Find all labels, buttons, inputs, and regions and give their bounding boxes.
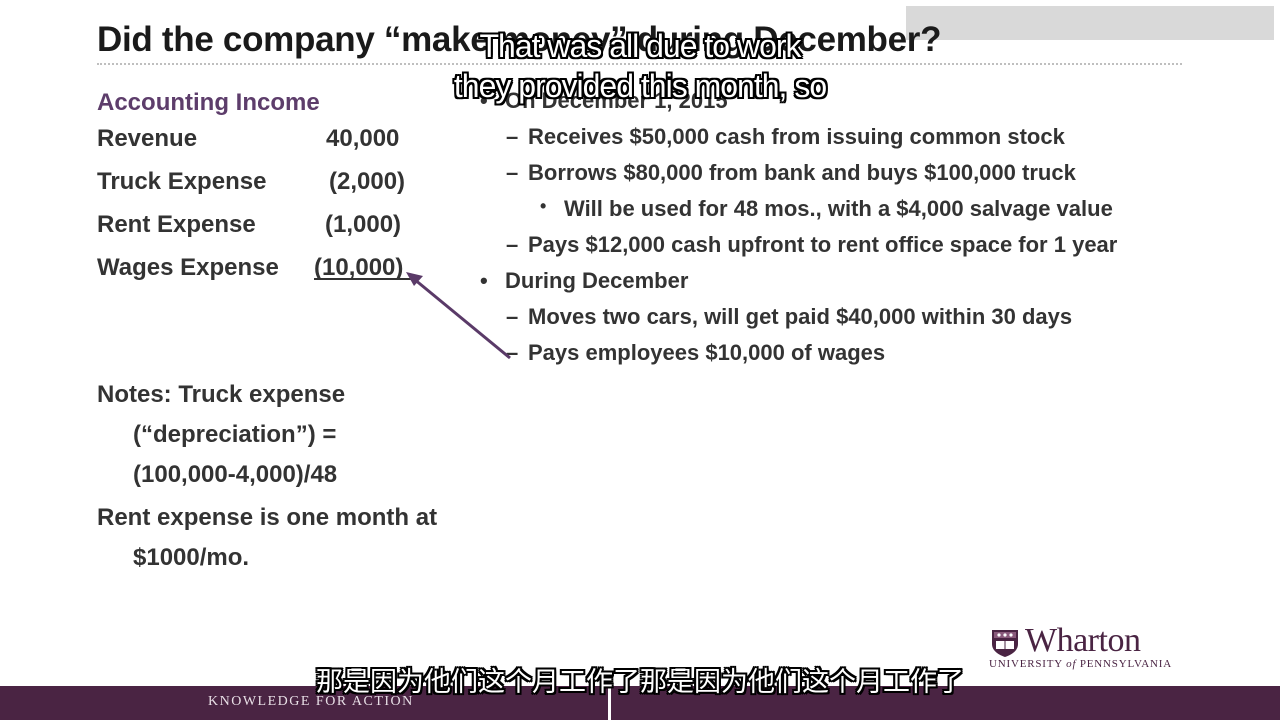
wages-expense-amount: (10,000): [314, 254, 404, 281]
wages-expense-label: Wages Expense: [97, 254, 279, 281]
event-truck: Borrows $80,000 from bank and buys $100,…: [528, 160, 1076, 185]
truck-expense-label: Truck Expense: [97, 168, 267, 195]
truck-expense-amount: (2,000): [329, 168, 406, 195]
title-divider: [97, 63, 1182, 65]
sub-bullet-dot: •: [540, 196, 547, 216]
event-dec-1: On December 1, 2015: [505, 88, 728, 113]
slide-title: Did the company “make money” during Dece…: [97, 20, 942, 59]
rent-expense-amount: (1,000): [325, 211, 402, 238]
event-salvage: Will be used for 48 mos., with a $4,000 …: [564, 196, 1113, 221]
dash-4: –: [506, 304, 519, 329]
rent-expense-label: Rent Expense: [97, 211, 256, 238]
notes-line-1: Notes: Truck expense: [97, 381, 346, 408]
dash-3: –: [506, 232, 519, 257]
subtitle-english-line-1: That was all due to work: [479, 28, 801, 64]
subtitle-chinese: 那是因为他们这个月工作了那是因为他们这个月工作了: [316, 667, 964, 698]
corner-overlay: [906, 6, 1274, 40]
event-cars: Moves two cars, will get paid $40,000 wi…: [528, 304, 1073, 329]
footer-bar: [0, 686, 1280, 720]
notes-line-3: (100,000-4,000)/48: [133, 461, 338, 488]
university-name: UNIVERSITY of PENNSYLVANIA: [989, 658, 1172, 670]
notes-line-4: Rent expense is one month at: [97, 504, 438, 531]
dash-2: –: [506, 160, 519, 185]
footer-tagline: KNOWLEDGE FOR ACTION: [208, 694, 414, 709]
accounting-income-heading: Accounting Income: [97, 89, 320, 116]
subtitle-english-line-2: they provided this month, so: [453, 68, 827, 104]
wages-underline: [314, 278, 412, 280]
event-stock: Receives $50,000 cash from issuing commo…: [528, 124, 1065, 149]
event-wages: Pays employees $10,000 of wages: [528, 340, 886, 365]
dash-1: –: [506, 124, 519, 149]
revenue-amount: 40,000: [326, 125, 400, 152]
penn-shield-icon: [992, 630, 1018, 657]
event-rent: Pays $12,000 cash upfront to rent office…: [528, 232, 1118, 257]
event-during-december: During December: [505, 268, 689, 293]
revenue-label: Revenue: [97, 125, 198, 152]
footer-divider: [608, 686, 611, 720]
notes-line-2: (“depreciation”) =: [133, 421, 337, 448]
wharton-wordmark: Wharton: [1025, 622, 1141, 659]
bullet-dot-1: •: [480, 88, 488, 113]
notes-line-5: $1000/mo.: [133, 544, 250, 571]
bullet-dot-2: •: [480, 268, 488, 293]
